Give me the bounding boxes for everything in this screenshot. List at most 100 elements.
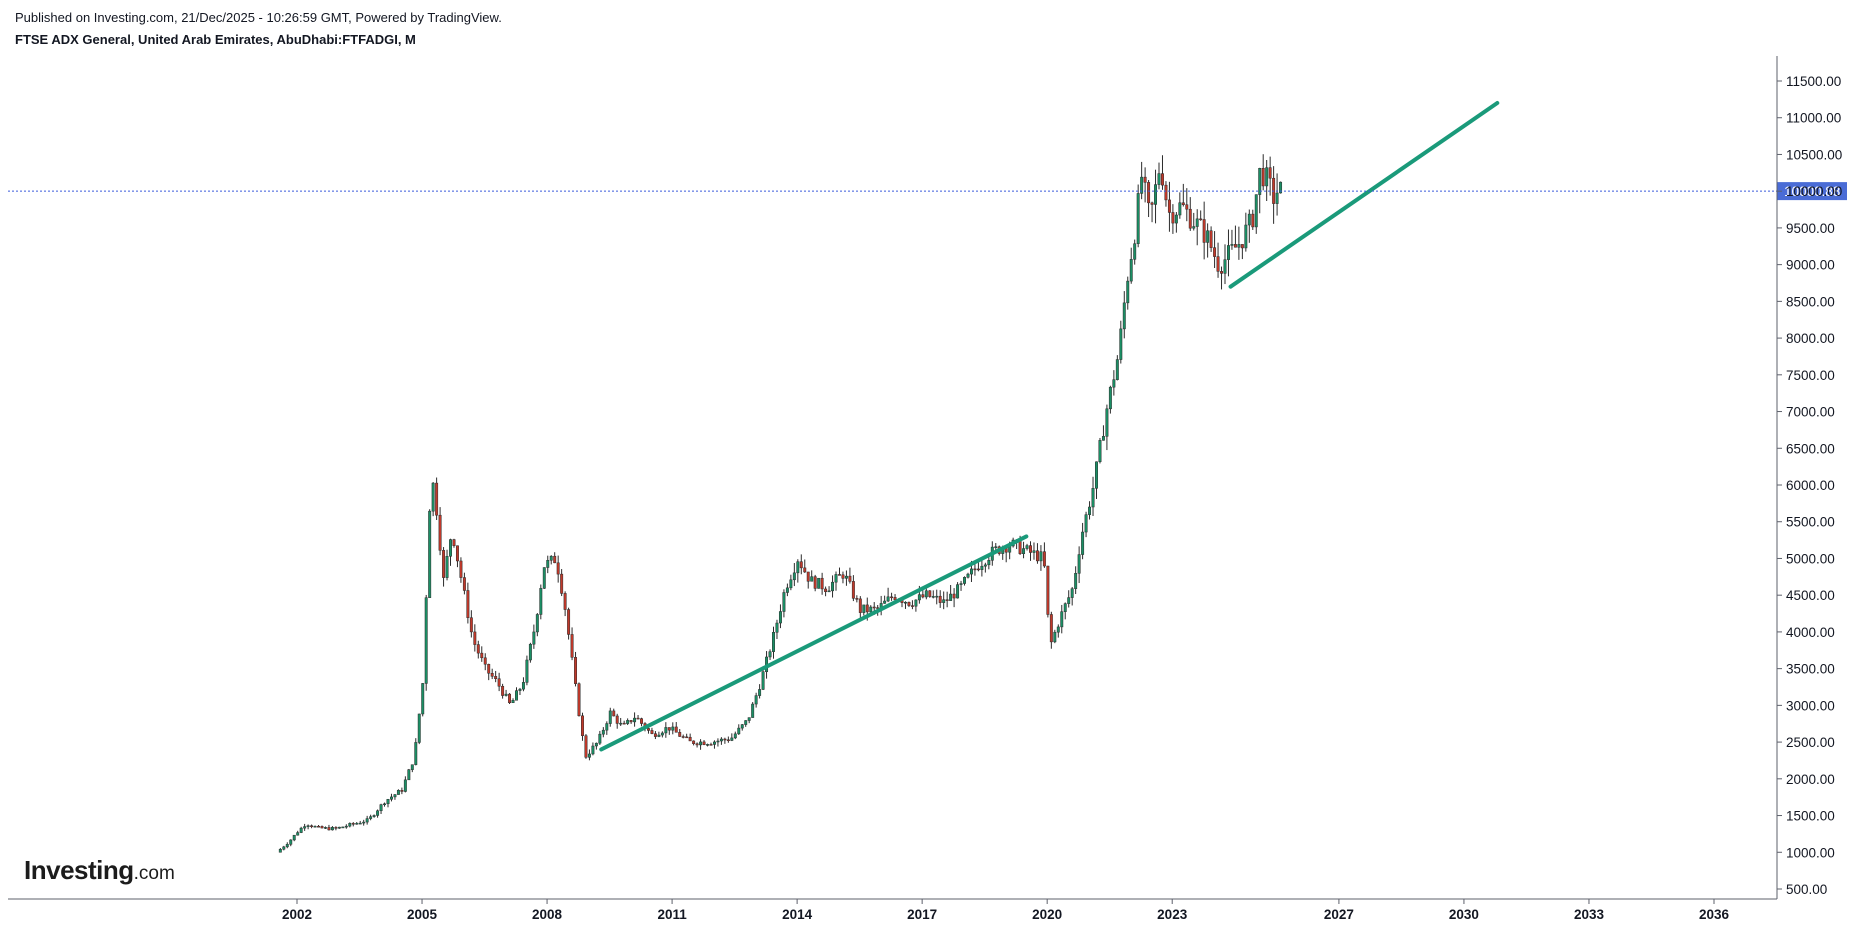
candle <box>518 687 522 695</box>
candle-body <box>733 733 737 739</box>
candle-body <box>709 744 713 746</box>
candle-body <box>1161 173 1164 186</box>
candle-body <box>553 555 557 564</box>
candle <box>851 575 855 602</box>
y-tick-label: 1500.00 <box>1786 809 1835 824</box>
candle-body <box>775 622 779 633</box>
candle <box>476 640 480 659</box>
candle-body <box>1119 328 1123 360</box>
y-tick-label: 3000.00 <box>1786 698 1835 713</box>
y-tick-label: 8000.00 <box>1786 331 1835 346</box>
candle-body <box>494 676 498 679</box>
candle-body <box>980 565 984 570</box>
candle-body <box>431 482 435 512</box>
candle-body <box>716 740 720 743</box>
x-tick-label: 2036 <box>1699 907 1730 922</box>
candle-body <box>806 571 810 582</box>
candle-body <box>1074 573 1078 589</box>
candle-body <box>390 796 393 800</box>
candle-body <box>546 560 550 568</box>
candle <box>362 819 366 826</box>
trendline[interactable] <box>1228 101 1500 289</box>
candle-body <box>799 561 803 569</box>
candle <box>1230 229 1234 250</box>
last-price-label: 10000.88 <box>1784 184 1840 199</box>
candle <box>716 738 720 747</box>
candle-body <box>1112 379 1116 388</box>
candle <box>501 683 505 699</box>
candle-body <box>838 574 841 576</box>
candle-body <box>1195 218 1199 227</box>
candle-body <box>963 577 966 584</box>
candle <box>983 562 987 573</box>
candle <box>605 721 609 735</box>
candle <box>494 670 498 683</box>
candle-body <box>511 699 515 704</box>
candle-body <box>1150 202 1154 205</box>
candle-body <box>1209 230 1213 248</box>
candle-body <box>910 605 914 607</box>
candle <box>636 714 640 720</box>
candle <box>994 543 998 551</box>
candle-body <box>1129 259 1133 282</box>
candle <box>403 776 407 793</box>
candle-body <box>1268 167 1272 179</box>
candle-body <box>1174 214 1178 224</box>
candle-body <box>726 739 730 741</box>
candle <box>1098 437 1102 464</box>
candle-body <box>386 799 390 805</box>
candle <box>844 570 848 586</box>
y-tick-label: 500.00 <box>1786 882 1827 897</box>
candle <box>539 584 543 620</box>
candle <box>1244 212 1248 252</box>
candle <box>778 604 782 629</box>
candle <box>1032 542 1036 560</box>
candle-body <box>938 595 942 603</box>
candle-body <box>438 514 442 551</box>
candle <box>407 768 411 781</box>
candle <box>1247 209 1251 243</box>
trendline[interactable] <box>599 534 1029 752</box>
candle-body <box>1063 603 1067 612</box>
candle <box>692 740 696 746</box>
candle <box>469 610 473 638</box>
candle <box>1195 209 1199 246</box>
candle <box>681 734 685 739</box>
candle <box>740 724 744 731</box>
candle-body <box>1035 550 1039 562</box>
candle-body <box>344 825 348 828</box>
candle <box>1074 566 1078 595</box>
published-info: Published on Investing.com, 21/Dec/2025 … <box>15 10 502 25</box>
candle-body <box>483 657 487 665</box>
candle-body <box>1126 280 1130 304</box>
candle <box>577 682 581 717</box>
candle-body <box>1220 271 1223 274</box>
candle-body <box>455 545 459 562</box>
candle-body <box>424 597 428 684</box>
candle-body <box>376 810 380 816</box>
candle <box>664 722 668 738</box>
x-tick-label: 2033 <box>1574 907 1605 922</box>
candle <box>567 607 571 640</box>
candle <box>1154 169 1158 224</box>
candle <box>369 814 373 821</box>
candle-body <box>383 803 386 806</box>
candle-body <box>685 736 689 739</box>
candle-body <box>1188 208 1192 229</box>
candle <box>1029 541 1032 561</box>
logo-suffix: .com <box>133 863 175 884</box>
candle <box>914 599 918 612</box>
candle-body <box>949 593 953 601</box>
candle-body <box>848 575 852 582</box>
candle <box>824 586 828 597</box>
y-tick-label: 10000.00 <box>1786 184 1842 199</box>
candle-body <box>862 604 866 613</box>
candle <box>678 729 682 737</box>
candle <box>560 569 564 597</box>
candle-body <box>535 614 539 633</box>
candle-body <box>539 588 543 615</box>
candle-body <box>681 736 685 738</box>
candle <box>647 727 650 734</box>
candle-body <box>528 643 532 661</box>
